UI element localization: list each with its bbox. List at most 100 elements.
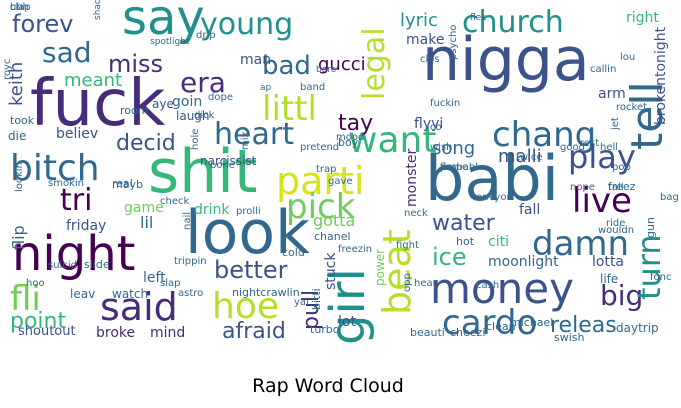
word-flex: flex bbox=[470, 13, 487, 23]
word-huh: huh bbox=[10, 2, 29, 13]
word-prolli: prolli bbox=[236, 206, 261, 217]
word-probabl: probabl bbox=[440, 162, 478, 173]
word-bad: bad bbox=[262, 51, 311, 81]
word-fonc: fonc bbox=[650, 272, 671, 283]
word-mix: mix bbox=[240, 131, 251, 150]
word-callin: callin bbox=[590, 64, 616, 75]
word-bitti: bitti bbox=[310, 288, 323, 310]
word-turn: turn bbox=[630, 234, 668, 300]
word-co: co bbox=[430, 122, 442, 133]
word-smokin: smokin bbox=[48, 178, 84, 189]
word-tri: tri bbox=[60, 183, 92, 218]
word-mind: mind bbox=[150, 325, 185, 341]
word-big: big bbox=[600, 279, 643, 312]
word-check: check bbox=[160, 196, 189, 207]
word-aye: aye bbox=[152, 97, 174, 111]
word-better: better bbox=[214, 256, 288, 284]
word-freezin: freezin bbox=[338, 244, 372, 255]
word-dope: dope bbox=[208, 92, 233, 103]
word-daytrip: daytrip bbox=[616, 321, 659, 335]
word-brokentonight: brokentonight bbox=[653, 26, 669, 125]
word-uh: uh bbox=[10, 2, 23, 13]
word-hot: hot bbox=[456, 235, 475, 248]
word-pop: pop bbox=[612, 162, 631, 173]
word-point: point bbox=[10, 309, 66, 334]
word-bitch: bitch bbox=[10, 148, 100, 189]
word-believ: believ bbox=[56, 126, 98, 142]
word-freez: freez bbox=[608, 180, 636, 193]
word-hear: hear bbox=[414, 278, 438, 289]
word-nope: nope bbox=[570, 182, 595, 193]
word-monster: monster bbox=[404, 149, 420, 207]
word-fuckin: fuckin bbox=[430, 98, 460, 109]
word-royc: royc bbox=[2, 59, 13, 80]
word-leav: leav bbox=[70, 287, 95, 301]
word-water: water bbox=[432, 211, 496, 236]
word-era: era bbox=[180, 66, 226, 99]
word-flame: flame bbox=[440, 162, 468, 173]
word-turbo: turbo bbox=[310, 323, 340, 336]
word-lotta: lotta bbox=[592, 254, 624, 270]
word-die: die bbox=[8, 129, 26, 143]
word-malli: malli bbox=[498, 146, 542, 167]
word-parti: parti bbox=[276, 159, 365, 203]
word-good: good bbox=[560, 142, 585, 153]
word-hole: hole bbox=[190, 129, 201, 150]
word-real: real bbox=[112, 177, 133, 190]
word-wish: wish bbox=[430, 142, 453, 153]
word-clap: clap bbox=[10, 2, 31, 13]
word-hell: hell bbox=[600, 142, 618, 153]
word-play: play bbox=[568, 138, 636, 176]
word-yal: yal bbox=[294, 297, 309, 308]
word-church: church bbox=[462, 5, 564, 40]
word-ice: ice bbox=[432, 243, 467, 271]
word-pull: pull bbox=[299, 290, 324, 330]
word-legal: legal bbox=[357, 27, 392, 100]
word-nightcrawlin: nightcrawlin bbox=[232, 286, 300, 299]
word-broke: broke bbox=[96, 325, 135, 341]
word-spotlight: spotlight bbox=[150, 37, 190, 47]
word-littl: littl bbox=[262, 89, 317, 129]
word-goin: goin bbox=[172, 94, 202, 110]
word-opp: opp bbox=[402, 273, 413, 292]
word-tay: tay bbox=[338, 111, 373, 136]
word-heart: heart bbox=[214, 117, 294, 152]
word-lil: lil bbox=[140, 213, 153, 232]
word-swish: swish bbox=[554, 331, 585, 344]
word-suicid: suicid bbox=[48, 260, 77, 271]
word-rocket: rocket bbox=[616, 102, 647, 113]
word-laugh: laugh bbox=[176, 109, 210, 123]
word-gucci: gucci bbox=[318, 54, 366, 75]
word-flyyi: flyyi bbox=[414, 116, 443, 132]
word-bare: bare bbox=[316, 65, 337, 75]
word-afraid: afraid bbox=[222, 319, 286, 344]
word-fuck: fuck bbox=[30, 67, 165, 141]
word-girl: girl bbox=[320, 268, 376, 345]
word-jet: jet bbox=[610, 117, 621, 131]
word-left: left bbox=[143, 270, 166, 286]
word-live: live bbox=[572, 181, 632, 221]
word-moonlight: moonlight bbox=[488, 254, 559, 270]
word-chanel: chanel bbox=[314, 230, 351, 243]
word-cold: cold bbox=[282, 246, 305, 259]
word-beat: beat bbox=[375, 229, 419, 315]
word-citi: citi bbox=[488, 234, 509, 250]
chart-caption: Rap Word Cloud bbox=[252, 375, 404, 397]
word-trippin: trippin bbox=[174, 256, 207, 267]
word-money: money bbox=[430, 264, 574, 313]
word-nail: nail bbox=[182, 212, 193, 230]
word-flip: flip bbox=[9, 225, 28, 250]
word-babi: babi bbox=[425, 142, 559, 215]
word-arm: arm bbox=[598, 86, 626, 102]
word-right: right bbox=[626, 10, 659, 26]
word-make: make bbox=[406, 32, 444, 48]
word-room: room bbox=[120, 104, 148, 117]
word-forev: forev bbox=[12, 10, 73, 38]
word-damn: damn bbox=[532, 224, 629, 264]
word-slide: slide bbox=[84, 258, 110, 271]
word-tall: tall bbox=[608, 182, 624, 193]
word-mayb: mayb bbox=[112, 178, 143, 191]
word-fli: fli bbox=[10, 279, 41, 319]
